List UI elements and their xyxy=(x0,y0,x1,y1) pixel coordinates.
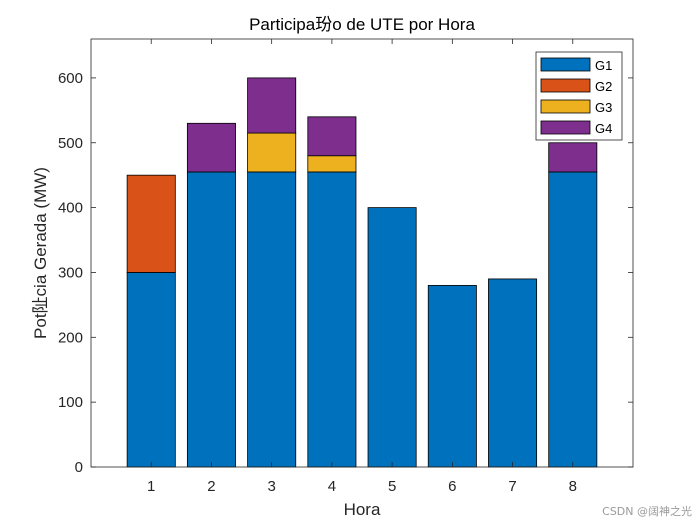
bar-g1-hour-8 xyxy=(548,171,598,468)
x-tick-label: 1 xyxy=(147,478,155,495)
y-tick-label: 100 xyxy=(58,394,83,411)
legend-label-g2: G2 xyxy=(595,79,612,94)
legend-swatch-g2 xyxy=(540,78,591,93)
y-tick-label: 500 xyxy=(58,135,83,152)
chart-title: Participa玢o de UTE por Hora xyxy=(249,15,475,34)
bar-g1-hour-4 xyxy=(307,171,357,468)
y-tick-label: 200 xyxy=(58,329,83,346)
axes-box xyxy=(90,38,634,468)
bar-g3-hour-3 xyxy=(247,132,297,173)
bar-g4-hour-3 xyxy=(247,77,297,134)
x-tick-label: 2 xyxy=(207,478,215,495)
watermark: CSDN @阔神之光 xyxy=(602,505,692,518)
bar-g1-hour-5 xyxy=(367,207,417,468)
legend-swatch-g1 xyxy=(540,57,591,72)
y-tick-label: 400 xyxy=(58,200,83,217)
bar-g1-hour-2 xyxy=(186,171,236,468)
legend-label-g3: G3 xyxy=(595,100,612,115)
y-tick-label: 300 xyxy=(58,264,83,281)
y-tick-label: 600 xyxy=(58,70,83,87)
legend-label-g4: G4 xyxy=(595,121,612,136)
bar-g1-hour-7 xyxy=(488,278,538,468)
legend: G1 G2 G3 G4 xyxy=(535,51,623,141)
bar-g3-hour-4 xyxy=(307,155,357,173)
bar-g2-hour-1 xyxy=(126,174,176,273)
x-axis-label: Hora xyxy=(344,500,381,519)
x-tick-label: 8 xyxy=(569,478,577,495)
bar-g4-hour-8 xyxy=(548,142,598,173)
legend-swatch-g4 xyxy=(540,120,591,135)
bar-g4-hour-4 xyxy=(307,116,357,157)
y-tick-label: 0 xyxy=(75,459,83,476)
x-tick-label: 3 xyxy=(267,478,275,495)
bar-g1-hour-3 xyxy=(247,171,297,468)
x-tick-label: 7 xyxy=(508,478,516,495)
bar-g1-hour-1 xyxy=(126,272,176,468)
legend-label-g1: G1 xyxy=(595,58,612,73)
y-axis-label: Pot阯cia Gerada (MW) xyxy=(31,167,50,339)
x-tick-label: 6 xyxy=(448,478,456,495)
x-tick-label: 5 xyxy=(388,478,396,495)
x-tick-label: 4 xyxy=(328,478,336,495)
legend-swatch-g3 xyxy=(540,99,591,114)
bar-g4-hour-2 xyxy=(186,122,236,173)
bar-g1-hour-6 xyxy=(427,285,477,468)
